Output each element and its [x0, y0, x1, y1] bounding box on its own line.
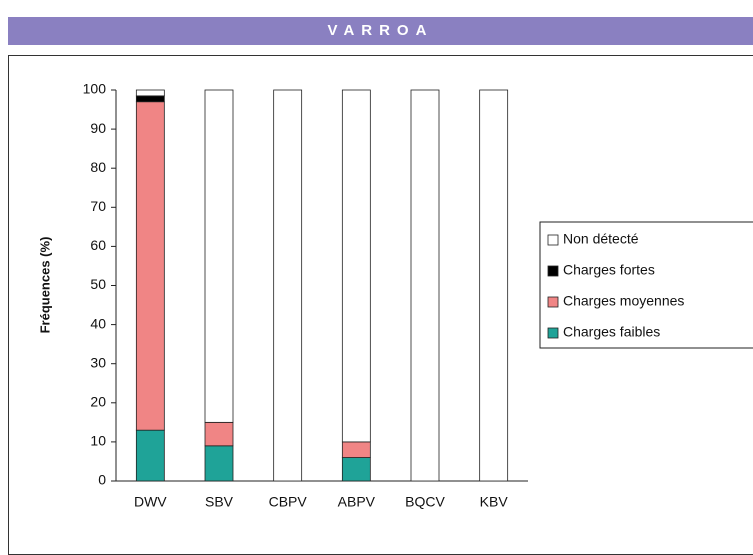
page: {"header": {"title": "VARROA"}, "chart_d… — [8, 17, 753, 555]
legend-label: Charges fortes — [563, 262, 655, 278]
bar-segment — [410, 89, 440, 482]
bar-segment — [341, 457, 371, 482]
bar-segment — [273, 89, 303, 482]
y-tick-label: 50 — [90, 276, 106, 292]
x-tick-label: KBV — [480, 494, 509, 510]
y-tick-label: 100 — [83, 81, 107, 97]
legend-swatch — [547, 234, 559, 246]
bar-segment — [204, 89, 234, 423]
legend-swatch — [547, 296, 559, 308]
header-title: VARROA — [8, 17, 753, 45]
y-tick-label: 20 — [90, 394, 106, 410]
bar-segment — [135, 89, 165, 97]
chart: Fréquences (%) 0 10 20 30 40 50 60 70 80 90 100 DWV… — [37, 81, 753, 510]
bar-segment — [204, 445, 234, 482]
legend-swatch — [547, 327, 559, 339]
y-tick-label: 30 — [90, 354, 106, 370]
legend-label: Non détecté — [563, 231, 639, 247]
y-tick-label: 90 — [90, 120, 106, 136]
legend-label: Charges faibles — [563, 324, 660, 340]
y-tick-label: 60 — [90, 237, 106, 253]
y-axis-label: Fréquences (%) — [37, 237, 52, 334]
bar-segment — [479, 89, 509, 482]
x-tick-label: ABPV — [338, 494, 376, 510]
y-tick-label: 80 — [90, 159, 106, 175]
x-tick-label: CBPV — [269, 494, 308, 510]
bar-segment — [135, 429, 165, 482]
x-tick-label: SBV — [205, 494, 234, 510]
legend-box — [539, 221, 753, 349]
bar-segment — [204, 421, 234, 447]
bar-segment — [135, 101, 165, 431]
x-tick-label: BQCV — [405, 494, 445, 510]
legend-label: Charges moyennes — [563, 293, 684, 309]
bar-segment — [135, 95, 165, 103]
bar-segment — [341, 89, 371, 443]
legend-swatch — [547, 265, 559, 277]
y-tick-label: 10 — [90, 433, 106, 449]
x-tick-label: DWV — [134, 494, 167, 510]
y-tick-label: 70 — [90, 198, 106, 214]
y-tick-label: 0 — [98, 472, 106, 488]
bar-segment — [341, 441, 371, 458]
y-tick-label: 40 — [90, 315, 106, 331]
